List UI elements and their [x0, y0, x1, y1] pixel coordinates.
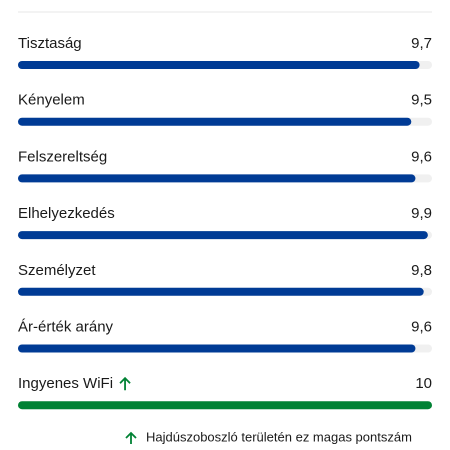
- up-arrow-icon: [119, 376, 131, 391]
- rating-score: 10: [415, 375, 432, 392]
- bar: [18, 344, 416, 353]
- bar: [18, 401, 432, 410]
- up-arrow-icon: [125, 431, 137, 444]
- rating-score: 9,6: [411, 318, 432, 335]
- bar: [18, 287, 424, 296]
- rating-score: 9,8: [411, 262, 432, 279]
- bar: [18, 174, 416, 183]
- rating-label: Ingyenes WiFi: [18, 375, 113, 392]
- rating-label: Tisztaság: [18, 35, 82, 52]
- footer-note: Hajdúszoboszló területén ez magas pontsz…: [125, 429, 412, 444]
- bar: [18, 117, 412, 126]
- rating-label: Felszereltség: [18, 148, 107, 165]
- rating-score: 9,7: [411, 35, 432, 52]
- rating-score: 9,5: [411, 92, 432, 109]
- bar: [18, 231, 428, 240]
- rating-label: Elhelyezkedés: [18, 205, 115, 222]
- rating-label: Kényelem: [18, 92, 85, 109]
- bar: [18, 61, 420, 69]
- rating-score: 9,6: [411, 148, 432, 165]
- footer-text: Hajdúszoboszló területén ez magas pontsz…: [146, 429, 412, 444]
- rating-label: Személyzet: [18, 262, 96, 279]
- rating-score: 9,9: [411, 205, 432, 222]
- rating-label: Ár-érték arány: [18, 318, 114, 335]
